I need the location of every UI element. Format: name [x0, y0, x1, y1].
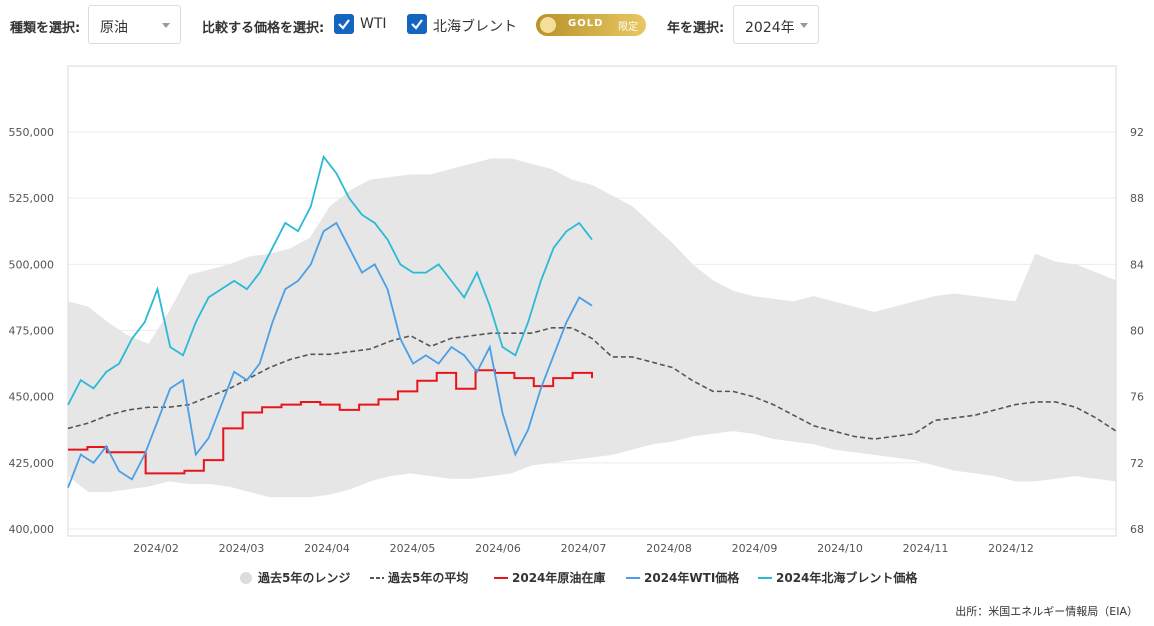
check-icon: [411, 19, 423, 30]
series-layer: [67, 154, 1117, 488]
y-left-tick-label: 425,000: [9, 457, 55, 470]
y-axis-left: 400,000 425,000 450,000 475,000 500,000 525,0…: [9, 126, 55, 536]
wti-line: [67, 221, 593, 488]
legend: 過去5年のレンジ 過去5年の平均 2024年原油在庫 2024年WTI価格 2024年北…: [240, 570, 918, 585]
x-tick-label: 2024/02: [133, 542, 179, 555]
y-left-tick-label: 400,000: [9, 523, 55, 536]
chevron-down-icon: [162, 23, 170, 28]
type-select-value: 原油: [100, 20, 128, 36]
range-band-layer: [68, 158, 1116, 498]
brent-checkbox-label[interactable]: 北海ブレント: [433, 19, 517, 35]
x-tick-label: 2024/04: [304, 542, 350, 555]
y-right-tick-label: 72: [1130, 457, 1144, 470]
legend-item-label: 過去5年の平均: [387, 570, 468, 585]
x-axis: 2024/02 2024/03 2024/04 2024/05 2024/06 2024/…: [133, 542, 1034, 555]
x-tick-label: 2024/06: [475, 542, 521, 555]
gold-badge-text: GOLD: [568, 18, 604, 29]
inventory-line: [68, 369, 593, 475]
y-right-tick-label: 80: [1130, 325, 1144, 338]
y-right-tick-label: 92: [1130, 126, 1144, 139]
brent-checkbox[interactable]: [407, 14, 427, 34]
controls-bar: 種類を選択: 原油 比較する価格を選択: WTI 北海ブレント GOLD 限定 …: [0, 0, 1154, 52]
brent-line: [67, 154, 593, 406]
x-tick-label: 2024/03: [219, 542, 265, 555]
y-left-tick-label: 550,000: [9, 126, 55, 139]
year-label: 年を選択:: [667, 21, 725, 36]
x-tick-label: 2024/10: [817, 542, 863, 555]
y-right-tick-label: 68: [1130, 523, 1144, 536]
y-right-tick-label: 84: [1130, 258, 1144, 271]
chevron-down-icon: [800, 23, 808, 28]
gold-badge[interactable]: GOLD 限定: [536, 14, 646, 36]
legend-item-label: 過去5年のレンジ: [257, 570, 350, 585]
y-left-tick-label: 475,000: [9, 325, 55, 338]
inventory-price-chart: 400,000 425,000 450,000 475,000 500,000 525,0…: [9, 65, 1144, 585]
x-tick-label: 2024/05: [390, 542, 436, 555]
source-note: 出所：米国エネルギー情報局（EIA）: [955, 605, 1138, 618]
legend-item-label: 2024年北海ブレント価格: [776, 570, 918, 585]
wti-checkbox[interactable]: [334, 14, 354, 34]
legend-item-label: 2024年原油在庫: [512, 570, 605, 585]
legend-item-label: 2024年WTI価格: [644, 570, 740, 585]
y-right-tick-label: 76: [1130, 391, 1144, 404]
gold-coin-icon: [540, 17, 556, 33]
x-tick-label: 2024/11: [903, 542, 949, 555]
y-right-tick-label: 88: [1130, 192, 1144, 205]
x-tick-label: 2024/08: [646, 542, 692, 555]
y-left-tick-label: 500,000: [9, 258, 55, 271]
type-select[interactable]: 原油: [88, 5, 181, 44]
avg-line: [67, 327, 1117, 440]
x-tick-label: 2024/07: [561, 542, 607, 555]
compare-label: 比較する価格を選択:: [202, 21, 325, 36]
x-tick-label: 2024/12: [988, 542, 1034, 555]
type-label: 種類を選択:: [10, 21, 81, 36]
y-left-tick-label: 525,000: [9, 192, 55, 205]
x-tick-label: 2024/09: [732, 542, 778, 555]
y-left-tick-label: 450,000: [9, 391, 55, 404]
year-select-value: 2024年: [745, 20, 795, 36]
legend-marker: [240, 572, 252, 584]
gold-badge-sub: 限定: [618, 22, 638, 33]
wti-checkbox-label[interactable]: WTI: [360, 16, 387, 32]
year-select[interactable]: 2024年: [733, 5, 819, 44]
check-icon: [338, 19, 350, 30]
range-band: [68, 158, 1116, 498]
y-axis-right: 68 72 76 80 84 88 92: [1130, 126, 1144, 536]
